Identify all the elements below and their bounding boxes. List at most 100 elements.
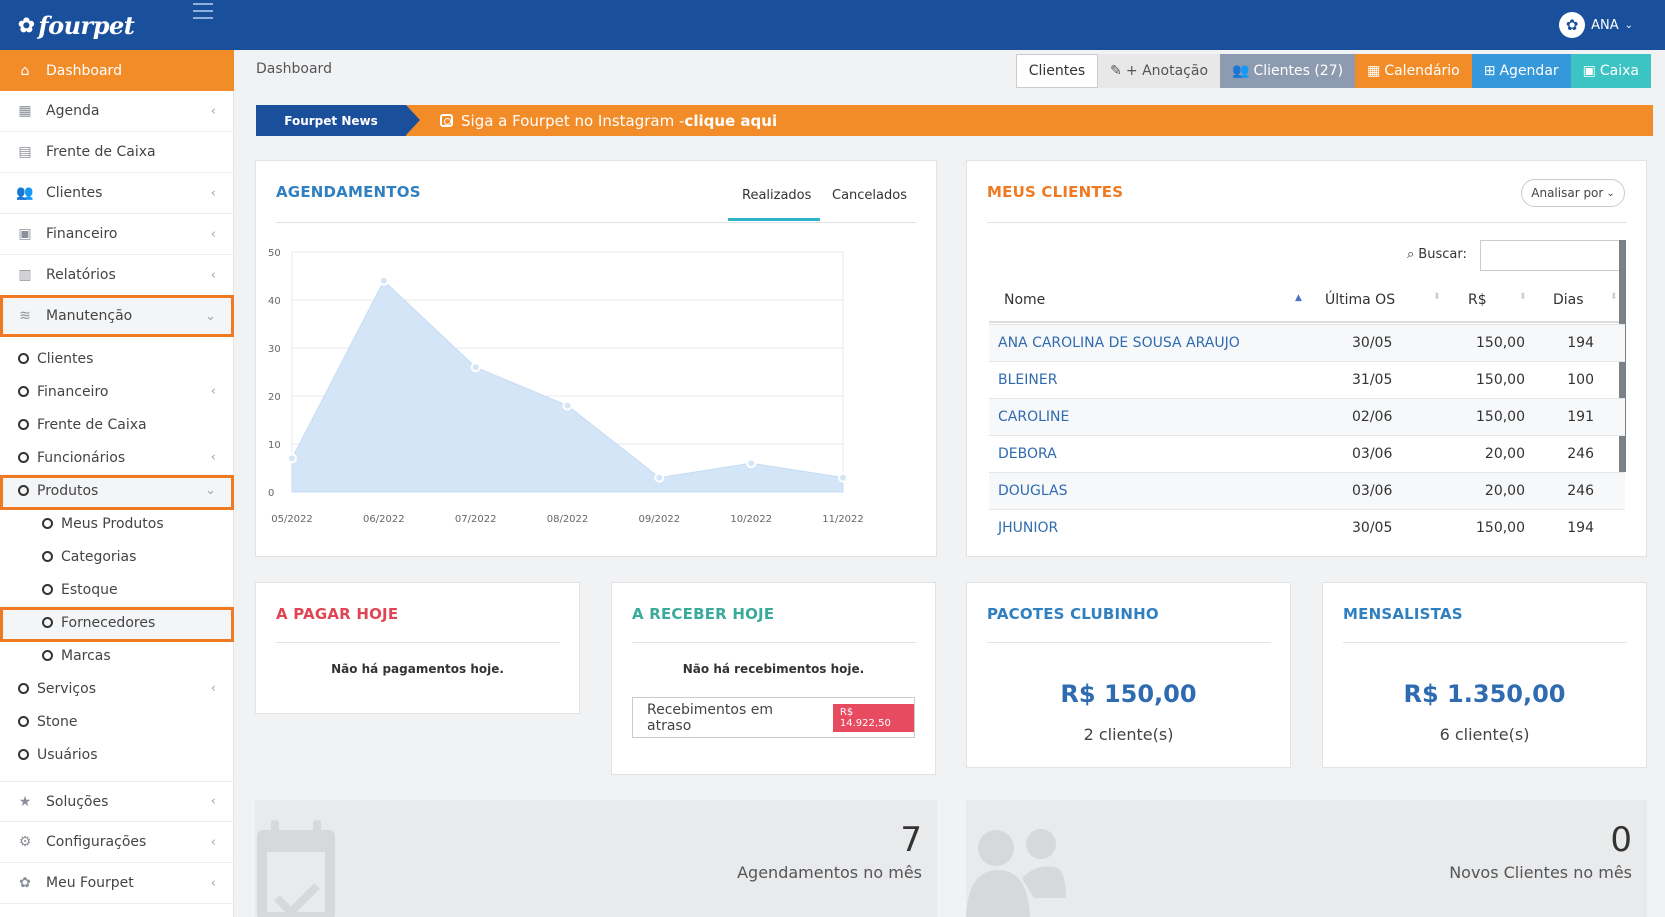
agendamentos-title: AGENDAMENTOS xyxy=(276,183,421,201)
anotacao-button[interactable]: ✎ + Anotação xyxy=(1098,54,1221,88)
circle-icon xyxy=(42,584,53,595)
table-row[interactable]: CAROLINE 02/06 150,00 191 xyxy=(989,398,1625,435)
analisar-por-dropdown[interactable]: Analisar por ⌄ xyxy=(1521,179,1625,207)
table-row[interactable]: JHUNIOR 30/05 150,00 194 xyxy=(989,509,1625,537)
sidebar-item-label: Clientes xyxy=(46,185,103,201)
col-rs[interactable]: R$ xyxy=(1468,292,1487,308)
dropdown-label: Analisar por xyxy=(1531,186,1604,200)
submenu-marcas[interactable]: Marcas xyxy=(42,639,234,672)
mensalistas-panel xyxy=(1322,582,1647,768)
tab-realizados[interactable]: Realizados xyxy=(742,188,812,203)
pacotes-value: R$ 150,00 xyxy=(1060,680,1197,708)
sidebar-item-label: Manutenção xyxy=(46,308,133,324)
receber-panel xyxy=(611,582,936,775)
submenu-estoque[interactable]: Estoque xyxy=(42,573,234,606)
table-row[interactable]: BLEINER 31/05 150,00 100 xyxy=(989,361,1625,398)
tab-cancelados[interactable]: Cancelados xyxy=(832,188,907,203)
sidebar-item-relatorios[interactable]: ▥ Relatórios ‹ xyxy=(0,255,234,296)
submenu-stone[interactable]: Stone xyxy=(18,705,234,738)
mensalistas-count: 6 cliente(s) xyxy=(1439,725,1530,744)
submenu-frente-de-caixa[interactable]: Frente de Caixa xyxy=(18,408,234,441)
cell-nome[interactable]: BLEINER xyxy=(998,372,1058,388)
search-label-text: Buscar: xyxy=(1418,247,1467,262)
sidebar-item-clientes[interactable]: 👥 Clientes ‹ xyxy=(0,173,234,214)
sort-icon[interactable]: ⬍ xyxy=(1610,292,1618,302)
pacotes-panel xyxy=(966,582,1291,768)
button-label: Clientes xyxy=(1028,63,1086,79)
cell-ultima-os: 30/05 xyxy=(1352,520,1393,536)
user-name: ANA xyxy=(1591,17,1619,33)
cell-nome[interactable]: DOUGLAS xyxy=(998,483,1068,499)
table-row[interactable]: ANA CAROLINA DE SOUSA ARAUJO 30/05 150,00 1… xyxy=(989,324,1625,361)
sort-icon[interactable]: ⬍ xyxy=(1433,292,1441,302)
x-tick-label: 10/2022 xyxy=(730,514,772,525)
cell-ultima-os: 03/06 xyxy=(1352,446,1393,462)
sidebar-item-financeiro[interactable]: ▣ Financeiro ‹ xyxy=(0,214,234,255)
table-row[interactable]: DOUGLAS 03/06 20,00 246 xyxy=(989,472,1625,509)
y-tick-label: 30 xyxy=(268,344,281,355)
submenu-usuarios[interactable]: Usuários xyxy=(18,738,234,771)
cell-nome[interactable]: ANA CAROLINA DE SOUSA ARAUJO xyxy=(998,335,1240,351)
submenu-clientes[interactable]: Clientes xyxy=(18,342,234,375)
user-menu[interactable]: ✿ ANA ⌄ xyxy=(1559,12,1633,38)
calendar-check-icon xyxy=(257,820,335,917)
edit-icon: ✎ xyxy=(1110,63,1122,79)
circle-icon xyxy=(42,650,53,661)
chevron-left-icon: ‹ xyxy=(210,450,216,465)
y-tick-label: 50 xyxy=(268,248,281,259)
calendario-button[interactable]: ▦ Calendário xyxy=(1355,54,1472,88)
sort-icon[interactable]: ⬍ xyxy=(1519,292,1527,302)
cell-ultima-os: 02/06 xyxy=(1352,409,1393,425)
sidebar-item-meu-fourpet[interactable]: ✿ Meu Fourpet ‹ xyxy=(0,863,234,904)
submenu-servicos[interactable]: Serviços ‹ xyxy=(18,672,234,705)
button-label: Clientes (27) xyxy=(1253,63,1344,79)
paw-icon: ✿ xyxy=(19,875,31,891)
submenu-funcionarios[interactable]: Funcionários ‹ xyxy=(18,441,234,474)
cell-nome[interactable]: JHUNIOR xyxy=(998,520,1059,536)
news-text[interactable]: Siga a Fourpet no Instagram - clique aqu… xyxy=(440,112,777,130)
x-tick-label: 11/2022 xyxy=(822,514,864,525)
cell-dias: 194 xyxy=(1567,520,1594,536)
sidebar-item-agenda[interactable]: ▦ Agenda ‹ xyxy=(0,91,234,132)
col-nome[interactable]: Nome xyxy=(1004,292,1046,308)
circle-icon xyxy=(42,518,53,529)
sort-asc-icon[interactable]: ▲ xyxy=(1295,293,1302,303)
sidebar-item-dashboard[interactable]: ⌂ Dashboard xyxy=(0,50,234,91)
fourpet-logo[interactable]: ✿ fourpet xyxy=(18,10,135,40)
caixa-button[interactable]: ▣ Caixa xyxy=(1570,54,1651,88)
col-ultima-os[interactable]: Última OS xyxy=(1325,292,1396,308)
sidebar-item-solucoes[interactable]: ★ Soluções ‹ xyxy=(0,781,234,822)
cell-nome[interactable]: DEBORA xyxy=(998,446,1057,462)
table-row[interactable]: DEBORA 03/06 20,00 246 xyxy=(989,435,1625,472)
submenu-financeiro[interactable]: Financeiro ‹ xyxy=(18,375,234,408)
receber-message: Não há recebimentos hoje. xyxy=(682,662,865,676)
col-dias[interactable]: Dias xyxy=(1553,292,1584,308)
sidebar-item-configuracoes[interactable]: ⚙ Configurações ‹ xyxy=(0,822,234,863)
cell-nome[interactable]: CAROLINE xyxy=(998,409,1070,425)
clientes-button[interactable]: Clientes xyxy=(1015,54,1099,88)
menu-toggle-icon[interactable] xyxy=(193,3,213,19)
news-link[interactable]: clique aqui xyxy=(684,111,778,130)
submenu-label: Fornecedores xyxy=(61,614,156,631)
sidebar-item-manutencao[interactable]: ≋ Manutenção ⌄ xyxy=(0,296,234,337)
search-label: ⌕ Buscar: xyxy=(1407,247,1467,262)
button-label: Calendário xyxy=(1384,63,1460,79)
chevron-down-icon: ⌄ xyxy=(205,308,216,324)
sidebar-item-frente-de-caixa[interactable]: ▤ Frente de Caixa xyxy=(0,132,234,173)
submenu-fornecedores[interactable]: Fornecedores xyxy=(0,606,234,639)
clientes-count-button[interactable]: 👥 Clientes (27) xyxy=(1220,54,1356,88)
submenu-produtos[interactable]: Produtos ⌄ xyxy=(0,474,234,507)
submenu-categorias[interactable]: Categorias xyxy=(42,540,234,573)
cell-rs: 20,00 xyxy=(1484,446,1525,462)
agendar-button[interactable]: ⊞ Agendar xyxy=(1471,54,1571,88)
submenu-meus-produtos[interactable]: Meus Produtos xyxy=(42,507,234,540)
sidebar-item-label: Dashboard xyxy=(46,62,122,79)
button-label: + Anotação xyxy=(1125,63,1209,79)
recebimentos-atraso[interactable]: Recebimentos em atraso R$ 14.922,50 xyxy=(632,697,915,738)
cell-dias: 191 xyxy=(1567,409,1594,425)
clientes-title: MEUS CLIENTES xyxy=(987,183,1124,201)
gears-icon: ⚙ xyxy=(18,834,32,850)
cell-dias: 100 xyxy=(1567,372,1594,388)
stat-agendamentos: 7 Agendamentos no mês xyxy=(255,800,937,917)
search-input[interactable] xyxy=(1480,240,1625,271)
